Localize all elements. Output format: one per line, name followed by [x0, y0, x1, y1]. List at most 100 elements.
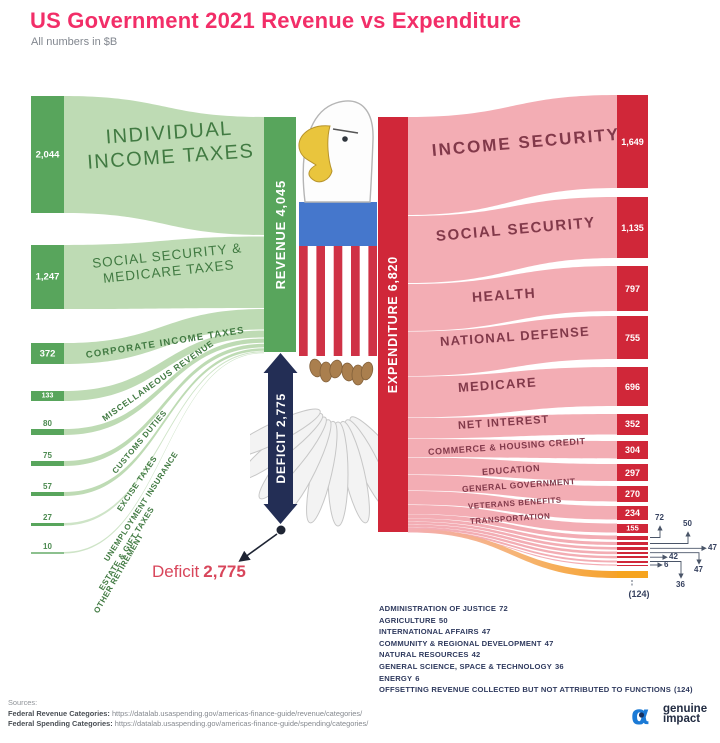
callout-community-regional-development: 47: [694, 565, 703, 574]
expenditure-node-general-government: 270: [617, 486, 648, 502]
callout-natural-resources: 42: [669, 552, 678, 561]
flow-ribbon: [408, 531, 617, 566]
flow-ribbon: [408, 367, 617, 418]
flow-ribbon: [64, 236, 264, 309]
node-value: 352: [624, 419, 641, 430]
revenue-node-corporate-income-taxes: 372: [31, 343, 64, 364]
flow-ribbon: [408, 457, 617, 481]
flow-ribbon: [408, 505, 617, 533]
node-value: 27: [43, 513, 52, 522]
flow-ribbon: [408, 521, 617, 550]
expenditure-total-bar: EXPENDITURE 6,820: [378, 117, 408, 532]
deficit-dot: [276, 525, 286, 535]
flow-ribbon: [408, 439, 617, 459]
expenditure-node-offsetting-revenue: [617, 571, 648, 578]
revenue-node-customs-duties: 80: [31, 419, 64, 435]
deficit-callout: Deficit 2,775: [152, 562, 246, 582]
revenue-node-unemployment-insurance: 57: [31, 482, 64, 496]
legend-value: (124): [673, 685, 693, 695]
flow-ribbon: [408, 316, 617, 376]
legend-value: 6: [415, 673, 420, 683]
legend-value: 47: [544, 638, 554, 648]
callout-agriculture: 50: [683, 519, 692, 528]
flow-ribbon: [64, 351, 264, 526]
node-value: 304: [624, 444, 641, 455]
source-url: https://datalab.usaspending.gov/americas…: [111, 708, 363, 718]
alpha-logo-icon: α: [631, 700, 650, 728]
expenditure-node-health: 797: [617, 266, 648, 311]
expenditure-node-transportation: 155: [617, 523, 648, 533]
flow-ribbon: [408, 527, 617, 559]
source-url: https://datalab.usaspending.gov/americas…: [114, 719, 369, 728]
source-revenue: Federal Revenue Categories: https://data…: [8, 709, 368, 720]
shield-stripes-icon: [299, 246, 377, 356]
callout-offsetting-revenue: (124): [628, 589, 650, 599]
node-value: 75: [43, 451, 52, 460]
flow-ribbon: [408, 524, 617, 555]
node-value: 797: [624, 283, 641, 294]
expenditure-total-label: EXPENDITURE 6,820: [386, 255, 400, 394]
node-value: 270: [624, 488, 641, 499]
genuine-impact-logo: α genuine impact: [630, 700, 707, 728]
sources-block: Sources: Federal Revenue Categories: htt…: [8, 698, 368, 730]
revenue-node-other-retirement: 10: [31, 542, 64, 554]
flow-ribbons: [64, 95, 617, 578]
logo-line1: genuine: [663, 702, 708, 715]
deficit-callout-word: Deficit: [152, 562, 200, 581]
deficit-bar-label-wrap: DEFICIT 2,775: [266, 372, 295, 504]
deficit-callout-value: 2,775: [203, 562, 246, 581]
node-value: 234: [624, 507, 641, 518]
node-value: 57: [43, 482, 52, 491]
flow-ribbon: [408, 518, 617, 545]
legend-value: 50: [438, 615, 448, 625]
legend-label: ADMINISTRATION OF JUSTICE: [379, 604, 497, 613]
flow-ribbon: [408, 514, 617, 540]
flow-ribbon: [408, 414, 617, 439]
legend-value: 42: [471, 650, 481, 660]
expenditure-node-community-regional-development: [617, 551, 648, 555]
flow-ribbon: [408, 266, 617, 331]
small-categories-legend: ADMINISTRATION OF JUSTICE 72 AGRICULTURE 5…: [379, 603, 693, 696]
eagle-talons-icon: [309, 358, 374, 386]
legend-label: OFFSETTING REVENUE COLLECTED BUT NOT ATT…: [379, 685, 671, 695]
revenue-node-social-security-medicare: 1,247: [31, 245, 64, 309]
node-value: 155: [626, 523, 639, 533]
callout-international-affairs: 47: [708, 543, 717, 552]
legend-row: OFFSETTING REVENUE COLLECTED BUT NOT ATT…: [379, 684, 693, 696]
expenditure-node-education: 297: [617, 464, 648, 481]
legend-row: COMMUNITY & REGIONAL DEVELOPMENT 47: [379, 638, 693, 650]
node-value: 2,044: [35, 149, 60, 160]
page-subtitle: All numbers in $B: [31, 36, 118, 48]
expenditure-node-net-interest: 352: [617, 414, 648, 435]
node-value: 372: [39, 348, 56, 359]
flow-ribbon: [408, 197, 617, 283]
expenditure-node-general-science: [617, 560, 648, 563]
node-value: 755: [624, 332, 641, 343]
source-label: Federal Spending Categories:: [8, 719, 113, 728]
legend-label: INTERNATIONAL AFFAIRS: [379, 627, 479, 637]
shield-chief-icon: [299, 202, 377, 246]
legend-row: INTERNATIONAL AFFAIRS 47: [379, 626, 693, 638]
flow-ribbon: [64, 309, 264, 364]
legend-value: 47: [481, 627, 491, 637]
deficit-bar-label: DEFICIT 2,775: [273, 392, 288, 484]
legend-row: AGRICULTURE 50: [379, 615, 693, 627]
revenue-node-individual-income-taxes: 2,044: [31, 96, 64, 213]
legend-label: NATURAL RESOURCES: [379, 650, 469, 660]
node-value: 1,649: [621, 136, 644, 147]
flow-ribbon: [64, 338, 264, 435]
expenditure-node-national-defense: 755: [617, 316, 648, 359]
flow-ribbon: [64, 343, 264, 466]
logo-line2: impact: [663, 713, 701, 725]
flow-ribbon: [64, 348, 264, 496]
eagle-head-icon: [298, 100, 374, 203]
node-value: 696: [624, 381, 641, 392]
deficit-arrow: [238, 353, 298, 562]
node-value: 133: [41, 392, 54, 400]
expenditure-node-natural-resources: [617, 556, 648, 559]
flow-ribbon: [408, 95, 617, 215]
flow-ribbon: [408, 528, 617, 578]
expenditure-node-agriculture: [617, 542, 648, 545]
flow-ribbon: [408, 491, 617, 520]
